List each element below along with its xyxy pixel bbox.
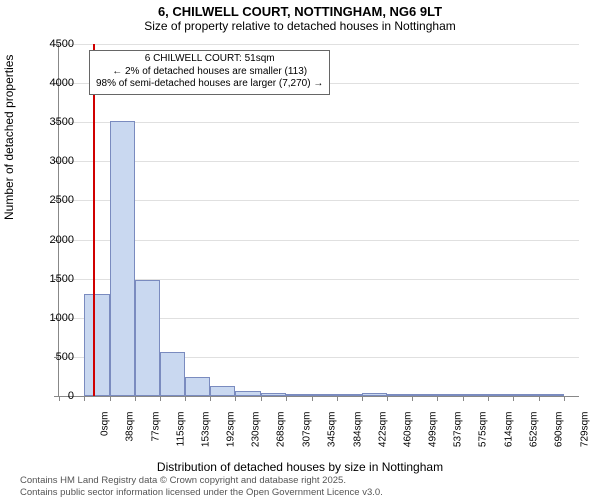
histogram-bar <box>185 377 210 396</box>
y-tick-label: 4000 <box>34 77 74 89</box>
callout-line-2: ← 2% of detached houses are smaller (113… <box>96 66 323 79</box>
histogram-bar <box>387 394 412 396</box>
chart-subtitle: Size of property relative to detached ho… <box>0 19 600 37</box>
chart-title: 6, CHILWELL COURT, NOTTINGHAM, NG6 9LT <box>0 0 600 19</box>
y-tick-label: 2500 <box>34 194 74 206</box>
x-tick-mark <box>539 396 540 401</box>
x-tick-label: 115sqm <box>175 412 186 462</box>
histogram-bar <box>135 280 160 396</box>
x-tick-mark <box>362 396 363 401</box>
x-tick-label: 307sqm <box>302 412 313 462</box>
gridline <box>59 44 579 45</box>
x-tick-mark <box>84 396 85 401</box>
callout-line-1: 6 CHILWELL COURT: 51sqm <box>96 53 323 66</box>
y-tick-label: 0 <box>34 390 74 402</box>
subject-property-marker <box>93 44 95 396</box>
y-tick-label: 1500 <box>34 273 74 285</box>
x-tick-label: 230sqm <box>251 412 262 462</box>
plot-area: 6 CHILWELL COURT: 51sqm ← 2% of detached… <box>58 44 579 397</box>
footnote: Contains HM Land Registry data © Crown c… <box>20 475 383 498</box>
x-tick-label: 575sqm <box>478 412 489 462</box>
histogram-bar <box>513 394 539 396</box>
x-tick-mark <box>513 396 514 401</box>
x-tick-mark <box>437 396 438 401</box>
histogram-bar <box>337 394 362 396</box>
x-tick-label: 422sqm <box>377 412 388 462</box>
x-tick-label: 729sqm <box>579 412 590 462</box>
x-tick-mark <box>312 396 313 401</box>
x-tick-mark <box>110 396 111 401</box>
x-tick-mark <box>261 396 262 401</box>
x-axis-label: Distribution of detached houses by size … <box>0 460 600 474</box>
x-tick-label: 690sqm <box>554 412 565 462</box>
x-tick-label: 0sqm <box>100 412 111 462</box>
histogram-bar <box>110 121 135 396</box>
y-tick-label: 3000 <box>34 155 74 167</box>
property-size-histogram: 6, CHILWELL COURT, NOTTINGHAM, NG6 9LT S… <box>0 0 600 500</box>
gridline <box>59 240 579 241</box>
x-tick-label: 537sqm <box>453 412 464 462</box>
callout-line-3: 98% of semi-detached houses are larger (… <box>96 78 323 91</box>
x-tick-label: 384sqm <box>352 412 363 462</box>
y-tick-label: 500 <box>34 351 74 363</box>
histogram-bar <box>362 393 388 396</box>
gridline <box>59 161 579 162</box>
x-tick-mark <box>412 396 413 401</box>
y-tick-label: 1000 <box>34 312 74 324</box>
x-tick-label: 460sqm <box>402 412 413 462</box>
x-tick-mark <box>160 396 161 401</box>
histogram-bar <box>235 391 261 396</box>
y-tick-label: 4500 <box>34 38 74 50</box>
x-tick-label: 38sqm <box>125 412 136 462</box>
callout-box: 6 CHILWELL COURT: 51sqm ← 2% of detached… <box>89 50 330 95</box>
histogram-bar <box>160 352 186 396</box>
y-tick-label: 3500 <box>34 116 74 128</box>
x-tick-mark <box>337 396 338 401</box>
x-tick-label: 652sqm <box>529 412 540 462</box>
x-tick-mark <box>135 396 136 401</box>
x-tick-label: 153sqm <box>200 412 211 462</box>
x-tick-mark <box>235 396 236 401</box>
footnote-line-1: Contains HM Land Registry data © Crown c… <box>20 475 383 486</box>
gridline <box>59 122 579 123</box>
x-tick-label: 268sqm <box>276 412 287 462</box>
x-tick-mark <box>387 396 388 401</box>
histogram-bar <box>261 393 286 396</box>
x-tick-label: 77sqm <box>150 412 161 462</box>
footnote-line-2: Contains public sector information licen… <box>20 487 383 498</box>
histogram-bar <box>437 394 463 396</box>
histogram-bar <box>210 386 235 396</box>
y-tick-label: 2000 <box>34 234 74 246</box>
x-tick-mark <box>463 396 464 401</box>
histogram-bar <box>463 394 488 396</box>
y-axis-label: Number of detached properties <box>2 55 16 220</box>
histogram-bar <box>412 394 437 396</box>
x-tick-mark <box>185 396 186 401</box>
x-tick-mark <box>488 396 489 401</box>
x-tick-mark <box>286 396 287 401</box>
histogram-bar <box>312 394 337 396</box>
x-tick-mark <box>210 396 211 401</box>
histogram-bar <box>84 294 110 396</box>
histogram-bar <box>488 394 513 396</box>
x-tick-label: 499sqm <box>428 412 439 462</box>
histogram-bar <box>539 394 564 396</box>
gridline <box>59 200 579 201</box>
x-tick-mark <box>564 396 565 401</box>
x-tick-label: 192sqm <box>226 412 237 462</box>
x-tick-label: 345sqm <box>327 412 338 462</box>
histogram-bar <box>286 394 312 396</box>
x-tick-label: 614sqm <box>504 412 515 462</box>
